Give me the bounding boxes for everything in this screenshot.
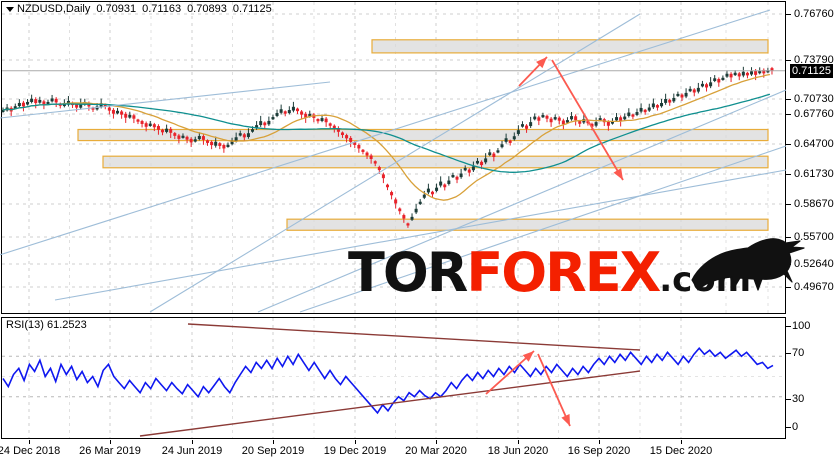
rsi-tick-label: 100 <box>792 320 811 332</box>
x-axis: 24 Dec 2018 26 Mar 2019 24 Jun 2019 20 Sep … <box>0 440 786 458</box>
rsi-tick-mark <box>786 326 791 327</box>
price-tick-label: 0.61730 <box>794 168 834 180</box>
price-tick-label: 0.76760 <box>794 8 834 20</box>
symbol-label: NZDUSD,Daily <box>17 3 91 15</box>
x-tick-mark <box>192 440 193 444</box>
x-tick-label: 15 Dec 2020 <box>649 445 713 457</box>
rsi-tick-mark <box>786 427 791 428</box>
x-tick-label: 24 Dec 2018 <box>0 445 61 457</box>
x-tick-mark <box>436 440 437 444</box>
x-tick-label: 18 Jun 2020 <box>487 445 549 457</box>
ohlc-low: 0.70893 <box>187 3 227 15</box>
rsi-plot-border <box>1 317 786 439</box>
price-tick-mark <box>786 287 791 288</box>
x-tick-mark <box>681 440 682 444</box>
price-plot-border <box>1 1 786 314</box>
price-chart-canvas <box>0 2 787 313</box>
price-tick-mark <box>786 174 791 175</box>
rsi-tick-mark <box>786 353 791 354</box>
price-tick-mark <box>786 264 791 265</box>
rsi-chart-canvas <box>2 318 785 438</box>
price-tick-mark <box>786 144 791 145</box>
price-tick-label: 0.64700 <box>794 138 834 150</box>
x-tick-mark <box>518 440 519 444</box>
ohlc-close: 0.71125 <box>232 3 272 15</box>
price-tick-label: 0.55700 <box>794 231 834 243</box>
price-tick-mark <box>786 60 791 61</box>
price-tick-mark <box>786 14 791 15</box>
rsi-tick-label: 30 <box>792 393 805 405</box>
rsi-tick-mark <box>786 399 791 400</box>
price-y-axis[interactable]: 0.76760 0.73790 0.70730 0.67760 0.64700 0.617… <box>786 0 838 316</box>
price-tick-mark <box>786 237 791 238</box>
x-tick-label: 19 Dec 2019 <box>323 445 387 457</box>
rsi-chart-panel[interactable]: RSI(13) 61.2523 100 70 30 0 24 Dec 2018 26 M… <box>0 316 838 458</box>
price-tick-label: 0.49670 <box>794 281 834 293</box>
x-tick-label: 20 Sep 2019 <box>241 445 305 457</box>
x-tick-label: 24 Jun 2019 <box>161 445 223 457</box>
x-tick-mark <box>110 440 111 444</box>
ohlc-open: 0.70931 <box>96 3 137 15</box>
price-tick-label: 0.70730 <box>794 93 834 105</box>
x-tick-label: 16 Sep 2020 <box>567 445 631 457</box>
rsi-tick-label: 70 <box>792 347 805 359</box>
price-tick-mark <box>786 204 791 205</box>
chevron-down-icon[interactable] <box>6 6 14 12</box>
price-tick-mark <box>786 99 791 100</box>
price-tick-label: 0.67760 <box>794 108 834 120</box>
price-tick-label: 0.73790 <box>794 54 834 66</box>
rsi-y-axis: 100 70 30 0 <box>786 316 838 458</box>
price-chart-legend: NZDUSD,Daily 0.70931 0.71163 0.70893 0.71125 <box>6 3 278 15</box>
x-tick-mark <box>29 440 30 444</box>
rsi-legend-label: RSI(13) 61.2523 <box>6 319 87 331</box>
price-tick-label: 0.58670 <box>794 198 834 210</box>
x-tick-mark <box>355 440 356 444</box>
ohlc-high: 0.71163 <box>142 3 182 15</box>
x-tick-label: 26 Mar 2019 <box>79 445 141 457</box>
price-tick-label: 0.52640 <box>794 258 834 270</box>
price-chart-panel[interactable]: NZDUSD,Daily 0.70931 0.71163 0.70893 0.71125… <box>0 0 838 316</box>
rsi-tick-label: 0 <box>792 421 799 433</box>
x-tick-mark <box>273 440 274 444</box>
x-tick-mark <box>599 440 600 444</box>
price-tick-mark <box>786 114 791 115</box>
current-price-tag: 0.71125 <box>790 63 833 78</box>
x-tick-label: 20 Mar 2020 <box>405 445 467 457</box>
